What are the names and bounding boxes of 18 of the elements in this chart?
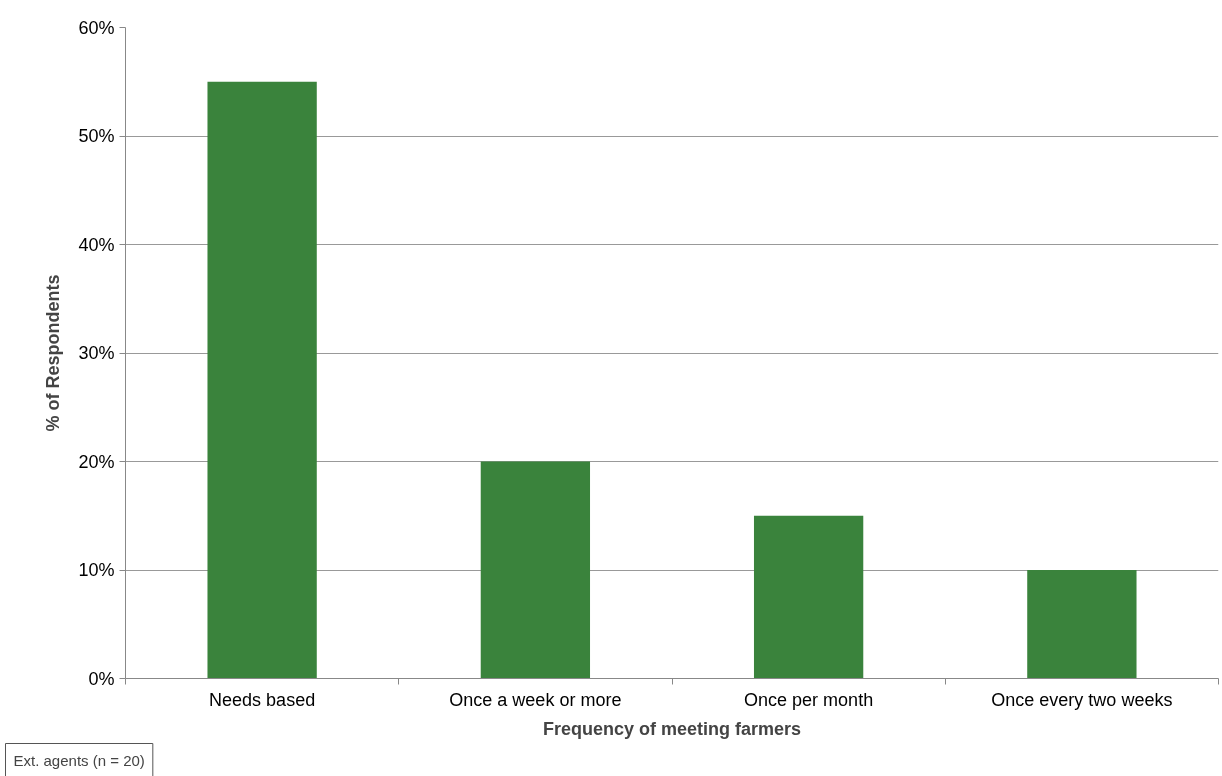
bar <box>207 81 317 679</box>
x-tick-label: Needs based <box>209 689 316 710</box>
y-tick-label: 20% <box>78 451 115 472</box>
bar <box>753 515 864 679</box>
y-axis-title: % of Respondents <box>43 274 64 432</box>
text: Ext. agents (n = 20) <box>13 751 145 769</box>
y-tick-label: 60% <box>78 17 115 38</box>
x-axis-title: Frequency of meeting farmers <box>542 718 802 739</box>
x-tick-label: Once a week or more <box>449 689 622 710</box>
bar <box>480 461 591 679</box>
x-tick-label: Once per month <box>744 689 874 710</box>
y-tick-label: 10% <box>78 560 115 580</box>
y-tick-label: 30% <box>78 343 115 363</box>
y-tick-label: 50% <box>78 126 115 146</box>
y-tick-label: 40% <box>78 234 115 255</box>
bar <box>1027 570 1137 679</box>
y-tick-label: 0% <box>88 668 115 689</box>
x-tick-label: Once every two weeks <box>991 689 1173 710</box>
